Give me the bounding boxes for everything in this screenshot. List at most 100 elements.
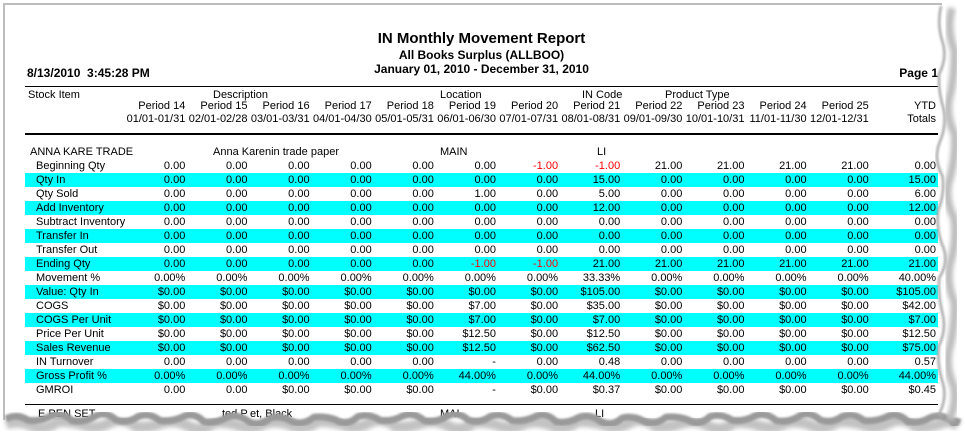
period-header: Period 14 [138,99,186,112]
period-dates-row: 01/01-01/31 02/01-02/28 03/01-03/31 04/01-0… [25,112,938,135]
value-cell: 0.00 [914,244,936,256]
torn-text-fragment: E PEN SET [38,408,96,420]
value-cell: 0.00 [163,202,186,214]
value-cell: $0.00 [716,300,745,312]
value-cell: $0.00 [530,342,559,354]
row-label: Price Per Unit [36,328,104,340]
value-cell: 0.00 [226,216,248,228]
value-cell: 21.00 [716,160,745,172]
value-cell: 0.00 [847,356,869,368]
value-cell: 0.00 [288,230,310,242]
value-cell: $0.00 [716,328,745,340]
value-cell: 0.00 [474,216,496,228]
row-label: Qty In [36,174,66,186]
value-cell: 0.00 [785,356,807,368]
value-cell: $0.00 [841,384,869,396]
value-cell: 12.00 [908,202,936,214]
value-cell: $0.00 [530,314,559,326]
value-cell: $0.00 [282,328,310,340]
row-label: Qty Sold [36,188,79,200]
value-cell: $0.00 [219,300,248,312]
value-cell: 0.00 [350,258,372,270]
value-cell: 0.00 [536,356,559,368]
value-cell: $0.00 [157,328,186,340]
value-cell: $105.00 [580,286,621,298]
value-cell: - [492,356,496,368]
value-cell: 21.00 [716,258,745,270]
value-cell: 0.00 [412,356,434,368]
column-header-product-type: Product Type [665,89,730,101]
report-title: IN Monthly Movement Report [377,30,586,47]
value-cell: 0.00 [226,160,248,172]
table-row: Transfer In 0.00 0.00 0.00 0.00 0.00 0.00 0.00 0… [25,229,938,243]
value-cell: 0.00 [660,356,683,368]
value-cell: 0.00 [412,160,434,172]
stock-item-name: ANNA KARE TRADE [30,146,134,158]
value-cell: 0.00 [412,202,434,214]
period-header: Period 18 [386,99,434,112]
period-header-row: Period 14 Period 15 Period 16 Period 17 Peri… [25,99,938,112]
stock-item-in-code: LI [597,146,607,158]
period-header: Period 19 [448,99,496,112]
torn-text-fragment: LI [595,408,605,420]
row-label: Transfer Out [36,244,98,256]
value-cell: $0.00 [344,328,372,340]
value-cell: 0.57 [914,356,936,368]
table-row: Transfer Out 0.00 0.00 0.00 0.00 0.00 0.00 0.00… [25,243,938,257]
value-cell: $0.00 [157,286,186,298]
value-cell: 6.00 [914,188,936,200]
table-row: Sales Revenue $0.00 $0.00 $0.00 $0.00 $0.00 $1… [25,341,938,355]
value-cell: 0.00% [775,272,807,284]
value-cell: 0.00% [278,272,310,284]
value-cell: $0.00 [406,286,434,298]
value-cell: $0.00 [530,286,559,298]
value-cell: 0.00 [226,244,248,256]
value-cell: $62.50 [586,342,621,354]
value-cell: 0.00 [785,244,807,256]
value-cell: 15.00 [908,174,936,186]
value-cell: 0.00 [412,244,434,256]
value-cell: $0.00 [779,286,807,298]
value-cell: 0.00 [226,188,248,200]
value-cell: 0.00% [837,370,869,382]
value-cell: $35.00 [586,300,621,312]
row-label: Sales Revenue [36,342,111,354]
value-cell: $0.00 [530,328,559,340]
row-label: Gross Profit % [36,370,107,382]
value-cell: $0.00 [716,384,745,396]
period-dates: 11/01-11/30 [746,112,809,135]
header-divider-line [25,86,938,87]
value-cell: 0.00 [536,216,559,228]
value-cell: $0.00 [219,342,248,354]
value-cell: 15.00 [592,174,621,186]
value-cell: 40.00% [898,272,936,284]
value-cell: $0.37 [592,384,621,396]
value-cell: $0.00 [841,328,869,340]
value-cell: $0.00 [779,314,807,326]
value-cell: 0.00 [914,230,936,242]
value-cell: 21.00 [908,258,936,270]
value-cell: 0.00% [154,272,186,284]
value-cell: 21.00 [592,258,621,270]
value-cell: 0.00 [723,202,745,214]
value-cell: 0.00 [785,174,807,186]
table-row: Ending Qty 0.00 0.00 0.00 0.00 0.00 -1.00 -1.00… [25,257,938,271]
value-cell: 0.00 [785,188,807,200]
value-cell: 0.00 [598,244,621,256]
value-cell: 0.00 [163,188,186,200]
value-cell: $0.00 [344,286,372,298]
value-cell: $0.00 [716,342,745,354]
value-cell: 0.00 [226,356,248,368]
value-cell: 0.00 [474,202,496,214]
value-cell: 0.00% [651,370,683,382]
value-cell: 0.00 [723,356,745,368]
value-cell: 21.00 [841,160,869,172]
value-cell: 0.00% [651,272,683,284]
value-cell: 21.00 [779,160,807,172]
period-dates: 09/01-09/30 [622,112,685,135]
value-cell: 0.00% [340,370,372,382]
period-header: Period 24 [759,99,807,112]
value-cell: $0.00 [530,300,559,312]
value-cell: 0.00 [163,216,186,228]
